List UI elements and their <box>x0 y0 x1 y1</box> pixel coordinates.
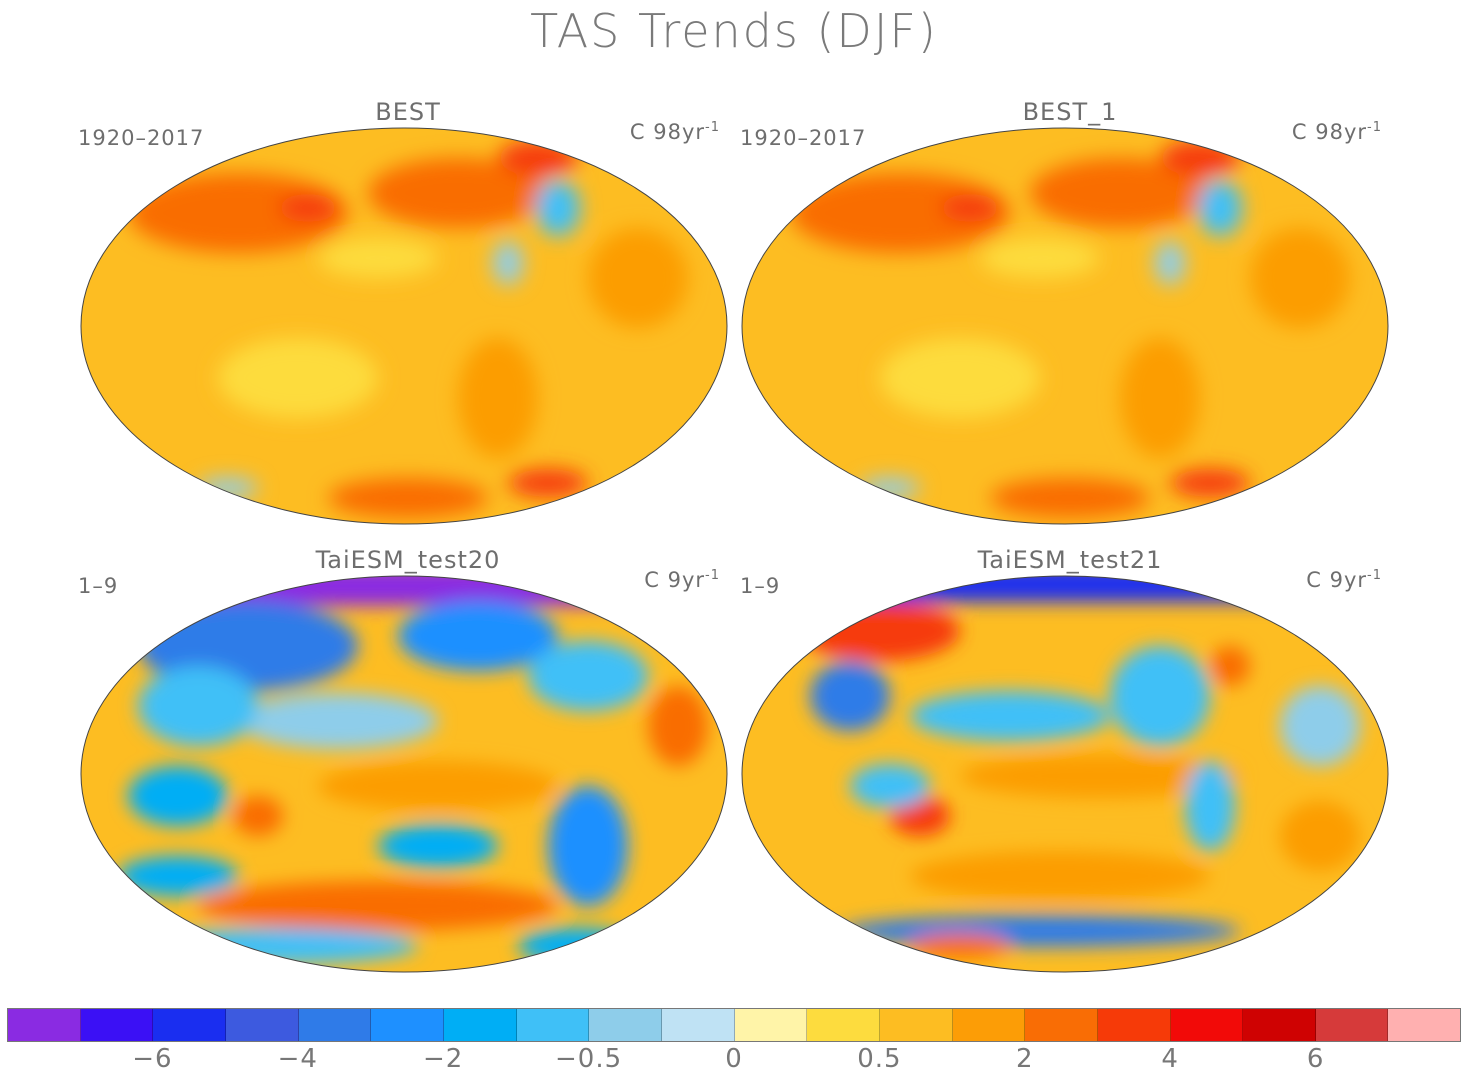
units-label: C 98yr-1 <box>1291 120 1382 144</box>
colorbar-box <box>1097 1009 1171 1041</box>
colorbar-box <box>589 1009 662 1041</box>
map-panel-best: BEST 1920–2017 C 98yr-1 <box>78 98 738 538</box>
units-label: C 98yr-1 <box>629 120 720 144</box>
map-panel-best-1: BEST_1 1920–2017 C 98yr-1 <box>740 98 1400 538</box>
map-best-1 <box>741 127 1389 525</box>
colorbar-box <box>298 1009 372 1041</box>
colorbar-box <box>1243 1009 1316 1041</box>
colorbar-box <box>1388 1009 1461 1041</box>
map-panel-taiesm-test21: TaiESM_test21 1–9 C 9yr-1 <box>740 546 1400 986</box>
panel-title: BEST_1 <box>1022 98 1118 126</box>
units-label: C 9yr-1 <box>644 568 720 592</box>
colorbar-tick-label: 0 <box>725 1044 743 1074</box>
colorbar-box <box>661 1009 735 1041</box>
units-label: C 9yr-1 <box>1306 568 1382 592</box>
period-label: 1920–2017 <box>740 126 867 150</box>
page-title: TAS Trends (DJF) <box>530 4 938 58</box>
colorbar-box <box>952 1009 1026 1041</box>
map-taiesm-test21 <box>741 575 1389 973</box>
colorbar-box <box>371 1009 444 1041</box>
colorbar-tick-label: 2 <box>1016 1044 1034 1074</box>
colorbar-box <box>443 1009 517 1041</box>
period-label: 1–9 <box>78 574 119 598</box>
colorbar-box <box>1315 1009 1389 1041</box>
colorbar-box <box>734 1009 808 1041</box>
panel-title: BEST <box>375 98 441 126</box>
colorbar-tick-label: 4 <box>1161 1044 1179 1074</box>
colorbar-box <box>153 1009 226 1041</box>
colorbar-box <box>879 1009 953 1041</box>
colorbar-box <box>1170 1009 1244 1041</box>
panel-title: TaiESM_test21 <box>977 546 1163 574</box>
colorbar-tick-label: −0.5 <box>555 1044 623 1074</box>
period-label: 1–9 <box>740 574 781 598</box>
colorbar-labels: −6 −4 −2 −0.5 0 0.5 2 4 6 <box>7 1044 1461 1080</box>
colorbar-box <box>516 1009 590 1041</box>
colorbar-tick-label: −2 <box>423 1044 464 1074</box>
map-taiesm-test20 <box>80 575 728 973</box>
colorbar-box <box>80 1009 154 1041</box>
map-best <box>80 127 728 525</box>
panel-title: TaiESM_test20 <box>315 546 501 574</box>
colorbar-box <box>8 1009 81 1041</box>
colorbar-tick-label: −6 <box>132 1044 173 1074</box>
colorbar-tick-label: 6 <box>1306 1044 1325 1074</box>
colorbar-tick-label: −4 <box>277 1044 318 1074</box>
map-panel-taiesm-test20: TaiESM_test20 1–9 C 9yr-1 <box>78 546 738 986</box>
colorbar-box <box>225 1009 299 1041</box>
colorbar-box <box>807 1009 880 1041</box>
colorbar-box <box>1025 1009 1098 1041</box>
period-label: 1920–2017 <box>78 126 205 150</box>
colorbar <box>7 1008 1461 1042</box>
colorbar-tick-label: 0.5 <box>857 1044 902 1074</box>
